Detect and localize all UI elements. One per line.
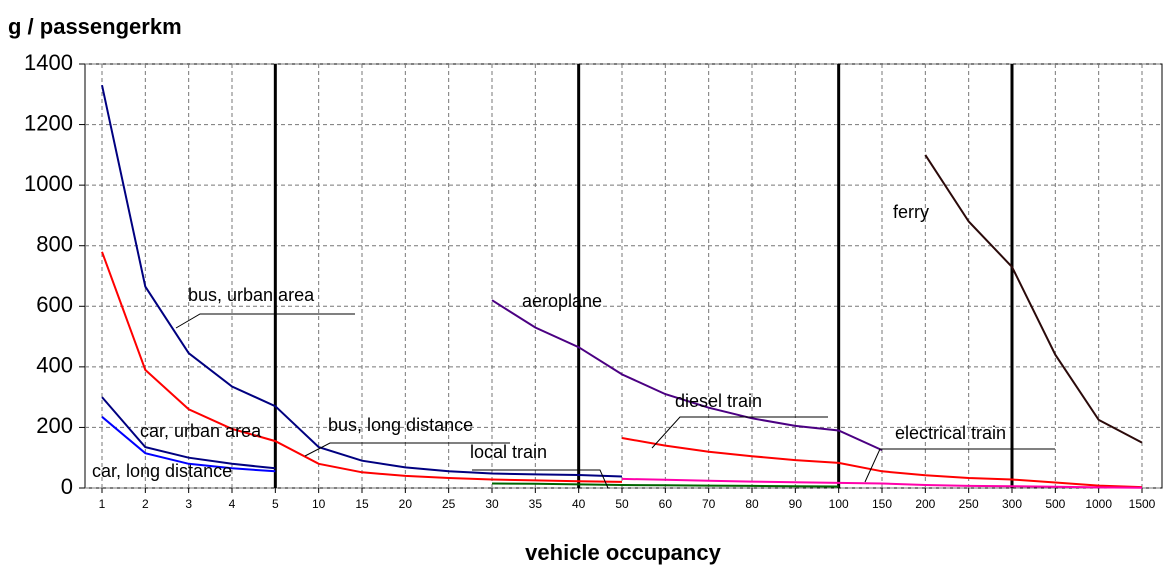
x-tick-label: 1000 <box>1085 497 1112 511</box>
series-line <box>491 299 883 452</box>
series-label: car, long distance <box>92 461 232 481</box>
x-tick-label: 250 <box>959 497 979 511</box>
x-tick-label: 80 <box>745 497 759 511</box>
series-line <box>101 84 623 478</box>
x-tick-label: 70 <box>702 497 716 511</box>
x-tick-label: 500 <box>1045 497 1065 511</box>
y-tick-label: 0 <box>61 474 73 499</box>
x-tick-label: 10 <box>312 497 326 511</box>
x-tick-label: 100 <box>829 497 849 511</box>
x-tick-label: 150 <box>872 497 892 511</box>
x-tick-label: 40 <box>572 497 586 511</box>
series-label: bus, urban area <box>188 285 315 305</box>
series-line <box>101 416 276 473</box>
series-label: electrical train <box>895 423 1006 443</box>
series-label: local train <box>470 442 547 462</box>
x-tick-label: 90 <box>789 497 803 511</box>
x-tick-label: 300 <box>1002 497 1022 511</box>
x-tick-label: 60 <box>659 497 673 511</box>
leader-line <box>651 416 828 449</box>
x-tick-label: 15 <box>355 497 369 511</box>
series-line <box>621 477 1143 489</box>
series-line <box>491 482 839 488</box>
y-tick-label: 200 <box>36 413 73 438</box>
series-line <box>101 251 623 483</box>
series-label: diesel train <box>675 391 762 411</box>
series-line <box>924 154 1143 444</box>
x-tick-label: 35 <box>529 497 543 511</box>
series-line <box>101 396 276 470</box>
leader-line <box>304 442 510 457</box>
x-tick-label: 1500 <box>1129 497 1156 511</box>
leader-line <box>472 469 609 489</box>
series-line <box>621 437 1143 489</box>
x-axis-title: vehicle occupancy <box>525 540 721 565</box>
x-tick-label: 1 <box>99 497 106 511</box>
x-tick-label: 50 <box>615 497 629 511</box>
y-tick-label: 1200 <box>24 110 73 135</box>
y-tick-label: 1400 <box>24 50 73 75</box>
y-tick-label: 400 <box>36 353 73 378</box>
series-label: bus, long distance <box>328 415 473 435</box>
leader-line <box>175 313 355 329</box>
series-label: ferry <box>893 202 929 222</box>
x-tick-label: 20 <box>399 497 413 511</box>
series-label: aeroplane <box>522 291 602 311</box>
plot-frame <box>84 63 1163 489</box>
x-tick-label: 4 <box>229 497 236 511</box>
leader-line <box>864 448 1055 483</box>
x-tick-label: 2 <box>142 497 149 511</box>
y-tick-label: 600 <box>36 292 73 317</box>
y-axis-title: g / passengerkm <box>8 14 182 39</box>
x-tick-label: 30 <box>485 497 499 511</box>
y-tick-label: 800 <box>36 232 73 257</box>
x-tick-label: 200 <box>915 497 935 511</box>
x-tick-label: 5 <box>272 497 279 511</box>
series-label: car, urban area <box>140 421 262 441</box>
x-tick-label: 25 <box>442 497 456 511</box>
x-tick-label: 3 <box>185 497 192 511</box>
y-tick-label: 1000 <box>24 171 73 196</box>
